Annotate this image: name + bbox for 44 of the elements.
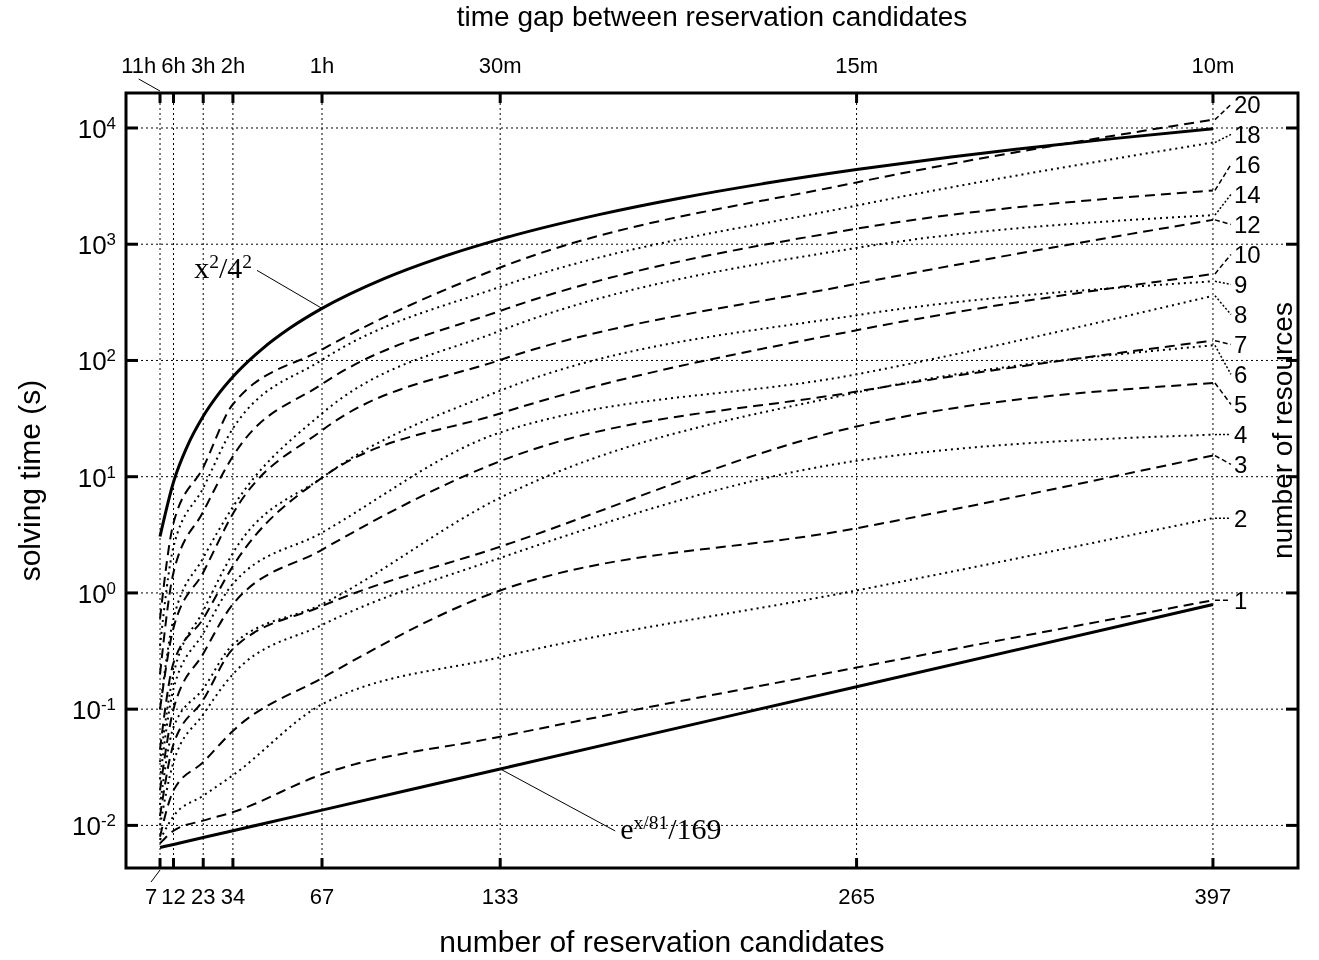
x-tick-label: 34: [220, 884, 246, 909]
series-label: x$^{2}$/4$^{2}$: [194, 250, 253, 285]
legend-label: 10: [1233, 240, 1261, 268]
annotation: 30m: [478, 53, 522, 78]
annotation: 3h: [190, 53, 216, 78]
y-tick-label: 10$^{-2}$: [72, 810, 116, 842]
x-tick-label: 7: [144, 884, 158, 909]
y-tick-label: 10$^{1}$: [77, 462, 116, 493]
legend-title: number of resources: [1267, 302, 1298, 559]
y-tick-label: 10$^{2}$: [77, 345, 116, 377]
x-tick-label: 23: [190, 884, 216, 909]
annotation: 6h: [161, 53, 186, 78]
legend-label: 20: [1233, 90, 1261, 118]
x-tick-label: 67: [309, 884, 335, 909]
y-tick-label: 10$^{4}$: [77, 113, 116, 144]
legend-label: 14: [1233, 180, 1261, 208]
x-tick-label: 133: [481, 884, 519, 909]
legend-label: 8: [1233, 300, 1248, 328]
legend-label: 9: [1233, 270, 1248, 298]
y-tick-label: 10$^{3}$: [77, 229, 116, 261]
legend-label: 12: [1233, 210, 1261, 238]
x-axis-title: number of reservation candidates: [439, 925, 885, 958]
legend-label: 1: [1233, 586, 1248, 614]
annotation: 15m: [835, 53, 878, 78]
y-tick-label: 10$^{-1}$: [72, 694, 116, 726]
legend-label: 3: [1233, 450, 1248, 478]
legend-label: 18: [1233, 120, 1261, 148]
text: e$^{x/81}$/169: [620, 811, 722, 845]
legend-label: 2: [1233, 504, 1248, 532]
annotation: 11h: [121, 53, 157, 78]
legend-label: 4: [1233, 420, 1248, 448]
x2-axis-title: time gap between reservation candidates: [456, 1, 968, 32]
y-axis-title: solving time (s): [13, 379, 46, 582]
series-label: 5: [1233, 390, 1248, 418]
x-tick-label: 265: [838, 884, 875, 909]
x-tick-label: 397: [1194, 884, 1232, 909]
legend-label: 16: [1233, 150, 1261, 178]
annotation: 10m: [1191, 53, 1235, 78]
annotation: 2h: [220, 53, 246, 78]
series-label: 6: [1233, 360, 1248, 388]
y-tick-label: 10$^{0}$: [77, 578, 116, 609]
legend-label: 7: [1233, 330, 1248, 358]
x-tick-label: 12: [161, 884, 186, 909]
annotation: 1h: [309, 53, 335, 78]
